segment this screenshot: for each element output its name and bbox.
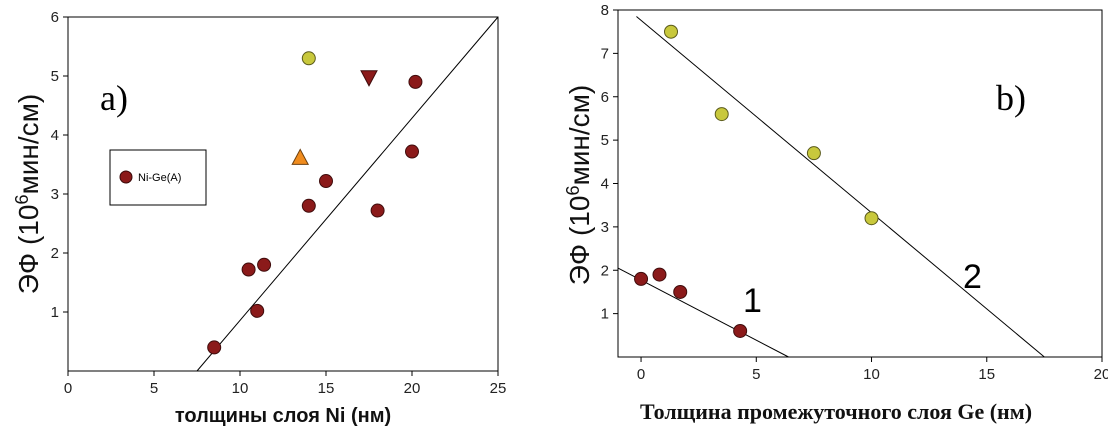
data-point-a-1-3 <box>250 303 265 318</box>
legend-marker-a <box>119 170 133 184</box>
data-point-a-1-8 <box>405 144 419 159</box>
panel-label-b: b) <box>996 78 1026 118</box>
data-point-a-1-5 <box>301 198 316 213</box>
fit-line-a-1 <box>196 16 499 372</box>
points-a <box>207 51 423 355</box>
fit-lines-a <box>196 16 499 372</box>
y-tick-label-b-3: 3 <box>601 219 609 236</box>
data-point-b-1-1 <box>634 271 649 286</box>
data-point-b-2-3 <box>806 146 821 161</box>
legend-entry-a: Ni-Ge(A) <box>138 172 181 184</box>
chart-panel-b: 1 2 3 4 5 6 7 8 0 5 10 15 20 b) 1 2 Толщина промежу… <box>563 2 1108 424</box>
data-point-a-1-2 <box>241 262 256 277</box>
y-tick-label-b-4: 4 <box>601 176 609 193</box>
data-point-a-1-9 <box>408 74 423 89</box>
x-axis-label-b: Толщина промежуточного слоя Ge (нм) <box>640 399 1032 424</box>
y-ticks-a: 1 2 3 4 5 6 <box>51 9 68 321</box>
data-point-a-1-7 <box>370 203 385 218</box>
data-point-b-2-1 <box>664 24 679 39</box>
y-tick-label-b-2: 2 <box>601 262 609 279</box>
y-tick-label-b-1: 1 <box>601 306 609 323</box>
data-point-b-2-2 <box>714 107 729 122</box>
x-tick-label-a-15: 15 <box>318 380 335 397</box>
data-point-a-1-1 <box>207 340 222 355</box>
panel-label-a: a) <box>100 78 128 118</box>
y-tick-label-a-1: 1 <box>51 304 59 321</box>
x-tick-label-b-10: 10 <box>863 366 880 383</box>
y-tick-label-b-7: 7 <box>601 45 609 62</box>
x-tick-label-b-15: 15 <box>978 366 995 383</box>
y-tick-label-a-3: 3 <box>51 186 59 203</box>
x-tick-label-a-0: 0 <box>64 380 72 397</box>
data-point-b-1-4 <box>733 323 748 338</box>
y-tick-label-a-2: 2 <box>51 245 59 262</box>
y-tick-label-b-6: 6 <box>601 89 609 106</box>
fit-line-label-2: 2 <box>963 258 982 296</box>
data-point-a-1-4 <box>257 257 272 272</box>
x-tick-label-b-5: 5 <box>752 366 760 383</box>
x-axis-label-a: толщины слоя Ni (нм) <box>175 405 391 427</box>
y-axis-label-b: ЭФ (106мин/см) <box>563 85 595 285</box>
data-point-b-1-2 <box>652 267 667 282</box>
y-tick-label-b-5: 5 <box>601 132 609 149</box>
data-point-b-2-4 <box>864 211 879 226</box>
y-tick-label-b-8: 8 <box>601 2 609 19</box>
data-point-b-1-3 <box>673 284 688 299</box>
data-point-a-2-1 <box>301 51 316 66</box>
legend-a: Ni-Ge(A) <box>109 149 207 206</box>
data-point-a-3-1 <box>360 70 378 87</box>
y-axis-label-a: ЭФ (106мин/см) <box>12 94 44 294</box>
data-point-a-1-6 <box>319 174 333 189</box>
chart-panel-a: 1 2 3 4 5 6 0 5 10 15 20 25 a) Ni-Ge(A) толщины сл… <box>12 9 506 427</box>
x-tick-label-b-0: 0 <box>637 366 645 383</box>
y-tick-label-a-4: 4 <box>51 127 59 144</box>
x-tick-label-a-5: 5 <box>150 380 158 397</box>
points-b <box>634 24 879 338</box>
y-tick-label-a-5: 5 <box>51 68 59 85</box>
y-tick-label-a-6: 6 <box>51 9 59 26</box>
x-ticks-a: 0 5 10 15 20 25 <box>64 371 507 397</box>
y-ticks-b: 1 2 3 4 5 6 7 8 <box>601 2 618 323</box>
x-tick-label-b-20: 20 <box>1094 366 1108 383</box>
fit-line-b-2 <box>636 16 1045 358</box>
data-point-a-4-1 <box>291 148 310 165</box>
fit-line-label-1: 1 <box>743 282 762 320</box>
x-tick-label-a-25: 25 <box>490 380 507 397</box>
x-tick-label-a-20: 20 <box>404 380 421 397</box>
x-ticks-b: 0 5 10 15 20 <box>637 357 1108 383</box>
x-tick-label-a-10: 10 <box>232 380 249 397</box>
